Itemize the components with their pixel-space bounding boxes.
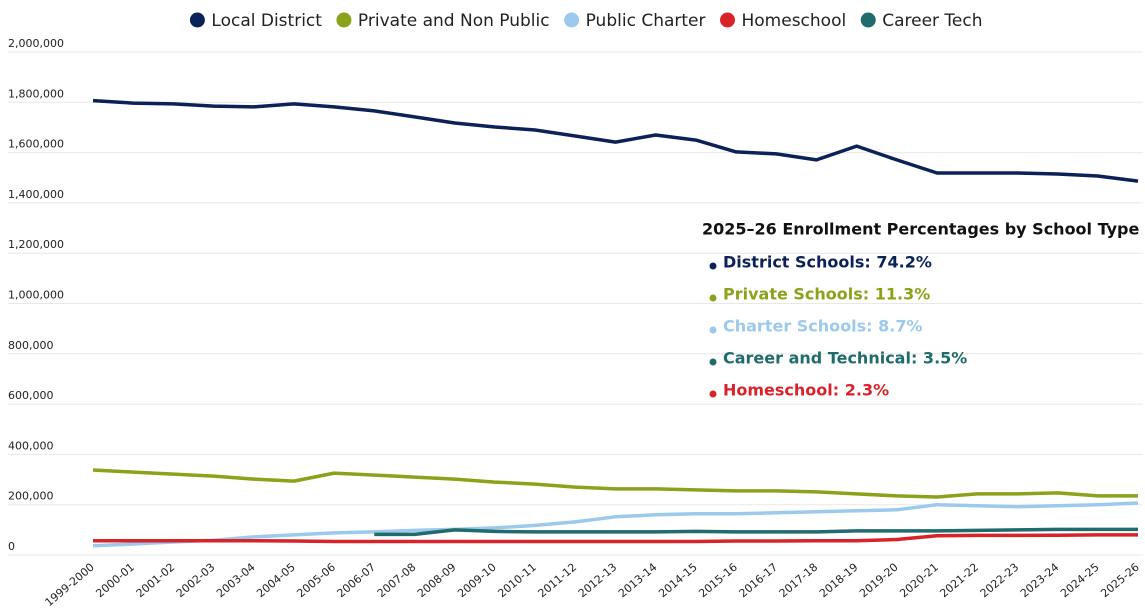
x-tick-label: 2013-14: [616, 561, 660, 601]
annotation-item: Charter Schools: 8.7%: [723, 317, 923, 336]
annotation-item: Homeschool: 2.3%: [723, 381, 889, 400]
annotation-item: Private Schools: 11.3%: [723, 285, 930, 304]
annotation-title: 2025–26 Enrollment Percentages by School…: [702, 220, 1140, 239]
series-line: [92, 98, 1139, 183]
y-tick-label: 1,400,000: [8, 188, 64, 201]
x-tick-label: 2002-03: [174, 561, 218, 601]
x-tick-label: 2020-21: [897, 561, 941, 601]
y-tick-label: 600,000: [8, 389, 54, 402]
series-line: [374, 527, 1138, 537]
annotation-bullet: [709, 358, 717, 366]
x-tick-label: 2001-02: [134, 561, 178, 601]
y-tick-label: 2,000,000: [8, 37, 64, 50]
x-tick-label: 2017-18: [777, 561, 821, 601]
y-tick-label: 1,200,000: [8, 238, 64, 251]
annotation-bullet: [709, 262, 717, 270]
legend-swatch: [189, 12, 205, 28]
x-tick-label: 2015-16: [696, 561, 740, 601]
x-tick-label: 2024-25: [1058, 561, 1102, 601]
x-tick-label: 2000-01: [93, 561, 137, 601]
x-tick-label: 2012-13: [576, 561, 620, 601]
series-line: [93, 533, 1138, 544]
x-tick-label: 2023-24: [1018, 561, 1062, 601]
x-tick-label: 2010-11: [495, 561, 539, 601]
x-tick-label: 2009-10: [455, 561, 499, 601]
legend-label: Private and Non Public: [358, 11, 550, 31]
annotation-item: District Schools: 74.2%: [723, 253, 932, 272]
legend-swatch: [564, 12, 580, 28]
x-tick-label: 2022-23: [978, 561, 1022, 601]
legend: Local District Private and Non Public Publ…: [189, 11, 983, 31]
legend-label: Local District: [211, 11, 322, 31]
annotation-bullet: [709, 326, 717, 334]
x-tick-label: 2007-08: [375, 561, 419, 601]
y-tick-label: 1,800,000: [8, 87, 64, 100]
x-tick-label: 2025-26: [1098, 561, 1142, 601]
legend-label: Career Tech: [882, 11, 982, 31]
legend-swatch: [860, 12, 876, 28]
x-tick-label: 2018-19: [817, 561, 861, 601]
y-tick-label: 1,000,000: [8, 289, 64, 302]
annotation-bullet: [709, 294, 717, 302]
y-tick-label: 800,000: [8, 339, 54, 352]
x-tick-label: 1999-2000: [43, 561, 97, 608]
legend-label: Public Charter: [586, 11, 706, 31]
x-tick-label: 2016-17: [737, 561, 781, 601]
x-tick-label: 2003-04: [214, 561, 258, 601]
x-tick-label: 2006-07: [335, 561, 379, 601]
x-tick-label: 2019-20: [857, 561, 901, 601]
x-tick-label: 2021-22: [938, 561, 982, 601]
series-line: [92, 468, 1138, 499]
x-tick-label: 2014-15: [656, 561, 700, 601]
series-line: [92, 501, 1139, 548]
legend-swatch: [336, 12, 352, 28]
annotation-bullet: [709, 390, 717, 398]
legend-swatch: [719, 12, 735, 28]
legend-label: Homeschool: [741, 11, 846, 31]
y-tick-label: 200,000: [8, 490, 54, 503]
y-tick-label: 1,600,000: [8, 138, 64, 151]
x-tick-label: 2005-06: [294, 561, 338, 601]
annotation-item: Career and Technical: 3.5%: [723, 349, 967, 368]
x-tick-label: 2004-05: [254, 561, 298, 601]
x-tick-label: 2008-09: [415, 561, 459, 601]
y-tick-label: 0: [8, 540, 15, 553]
x-tick-label: 2011-12: [536, 561, 580, 601]
y-tick-label: 400,000: [8, 439, 54, 452]
